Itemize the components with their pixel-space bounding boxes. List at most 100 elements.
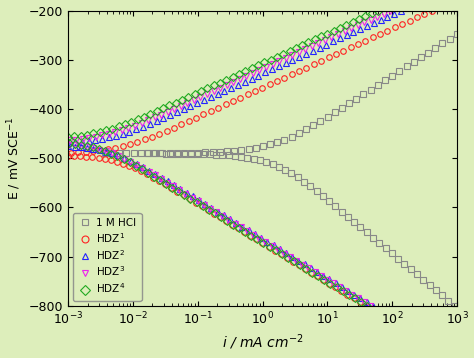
HDZ$^2$ — [227, 217, 233, 221]
HDZ$^1$ — [290, 260, 296, 264]
HDZ$^1$ — [126, 164, 132, 168]
HDZ$^4$ — [340, 289, 346, 293]
HDZ$^2$ — [146, 168, 152, 173]
HDZ$^4$ — [291, 259, 297, 263]
HDZ$^3$ — [213, 211, 219, 215]
HDZ$^2$ — [327, 277, 332, 282]
HDZ$^1$ — [181, 193, 186, 197]
HDZ$^3$ — [367, 304, 373, 308]
HDZ$^2$ — [258, 236, 264, 240]
HDZ$^4$ — [315, 274, 321, 279]
HDZ$^1$ — [102, 157, 108, 161]
HDZ$^2$ — [140, 165, 146, 169]
1 M HCl — [245, 155, 250, 160]
HDZ$^3$ — [66, 143, 72, 147]
HDZ$^1$ — [169, 186, 174, 190]
HDZ$^3$ — [281, 251, 287, 256]
HDZ$^4$ — [175, 189, 181, 193]
HDZ$^3$ — [78, 144, 84, 148]
1 M HCl — [169, 151, 175, 156]
HDZ$^4$ — [285, 256, 291, 260]
1 M HCl — [433, 288, 439, 292]
HDZ$^2$ — [239, 224, 245, 229]
HDZ$^4$ — [182, 193, 187, 197]
HDZ$^3$ — [176, 188, 182, 192]
HDZ$^2$ — [333, 281, 338, 285]
HDZ$^3$ — [324, 277, 330, 282]
HDZ$^2$ — [351, 292, 357, 297]
HDZ$^4$ — [328, 281, 333, 286]
HDZ$^3$ — [121, 156, 127, 161]
HDZ$^2$ — [345, 289, 351, 293]
HDZ$^3$ — [207, 207, 213, 211]
HDZ$^2$ — [109, 151, 115, 155]
HDZ$^1$ — [254, 237, 259, 242]
HDZ$^2$ — [115, 153, 121, 158]
HDZ$^2$ — [202, 202, 208, 206]
HDZ$^4$ — [310, 270, 315, 275]
HDZ$^1$ — [90, 155, 95, 160]
Line: HDZ$^2$: HDZ$^2$ — [66, 144, 376, 309]
Y-axis label: E / mV SCE$^{-1}$: E / mV SCE$^{-1}$ — [6, 116, 23, 200]
HDZ$^1$ — [138, 169, 144, 173]
HDZ$^1$ — [241, 230, 247, 234]
HDZ$^2$ — [320, 274, 326, 278]
X-axis label: i / mA cm$^{-2}$: i / mA cm$^{-2}$ — [222, 333, 303, 352]
1 M HCl — [201, 152, 206, 156]
1 M HCl — [289, 171, 294, 175]
HDZ$^4$ — [115, 154, 120, 158]
1 M HCl — [389, 251, 395, 256]
HDZ$^4$ — [267, 245, 273, 249]
1 M HCl — [408, 267, 414, 271]
1 M HCl — [339, 209, 345, 214]
1 M HCl — [314, 189, 319, 193]
HDZ$^1$ — [229, 223, 235, 227]
HDZ$^2$ — [339, 285, 345, 289]
HDZ$^4$ — [127, 160, 132, 165]
HDZ$^3$ — [189, 195, 194, 200]
HDZ$^3$ — [244, 229, 250, 233]
1 M HCl — [232, 154, 238, 158]
HDZ$^1$ — [247, 234, 253, 238]
HDZ$^3$ — [330, 281, 336, 286]
Line: HDZ$^4$: HDZ$^4$ — [66, 140, 370, 309]
HDZ$^4$ — [261, 241, 266, 245]
HDZ$^3$ — [91, 146, 96, 150]
HDZ$^1$ — [296, 263, 302, 267]
HDZ$^3$ — [152, 173, 157, 178]
HDZ$^4$ — [242, 230, 248, 234]
HDZ$^2$ — [78, 145, 84, 150]
HDZ$^1$ — [77, 154, 83, 159]
HDZ$^3$ — [164, 180, 170, 185]
HDZ$^4$ — [255, 237, 260, 241]
HDZ$^4$ — [248, 233, 254, 238]
HDZ$^4$ — [218, 215, 224, 219]
1 M HCl — [219, 153, 225, 157]
HDZ$^3$ — [287, 255, 293, 260]
HDZ$^3$ — [195, 199, 201, 203]
HDZ$^2$ — [370, 304, 376, 308]
1 M HCl — [182, 151, 188, 156]
HDZ$^2$ — [314, 270, 320, 274]
HDZ$^3$ — [293, 259, 299, 263]
1 M HCl — [308, 184, 313, 188]
1 M HCl — [257, 158, 263, 162]
HDZ$^3$ — [103, 149, 109, 154]
HDZ$^4$ — [96, 147, 102, 151]
HDZ$^2$ — [128, 159, 134, 163]
HDZ$^3$ — [201, 203, 207, 207]
HDZ$^2$ — [264, 240, 270, 244]
HDZ$^2$ — [84, 146, 90, 150]
HDZ$^1$ — [96, 156, 101, 160]
HDZ$^2$ — [177, 187, 183, 191]
HDZ$^1$ — [320, 278, 326, 282]
HDZ$^1$ — [114, 160, 119, 164]
HDZ$^1$ — [351, 296, 356, 301]
HDZ$^3$ — [318, 274, 324, 278]
1 M HCl — [264, 160, 269, 164]
HDZ$^1$ — [72, 154, 77, 158]
HDZ$^2$ — [209, 205, 214, 210]
HDZ$^1$ — [144, 172, 150, 176]
1 M HCl — [175, 151, 181, 156]
HDZ$^2$ — [252, 232, 258, 236]
